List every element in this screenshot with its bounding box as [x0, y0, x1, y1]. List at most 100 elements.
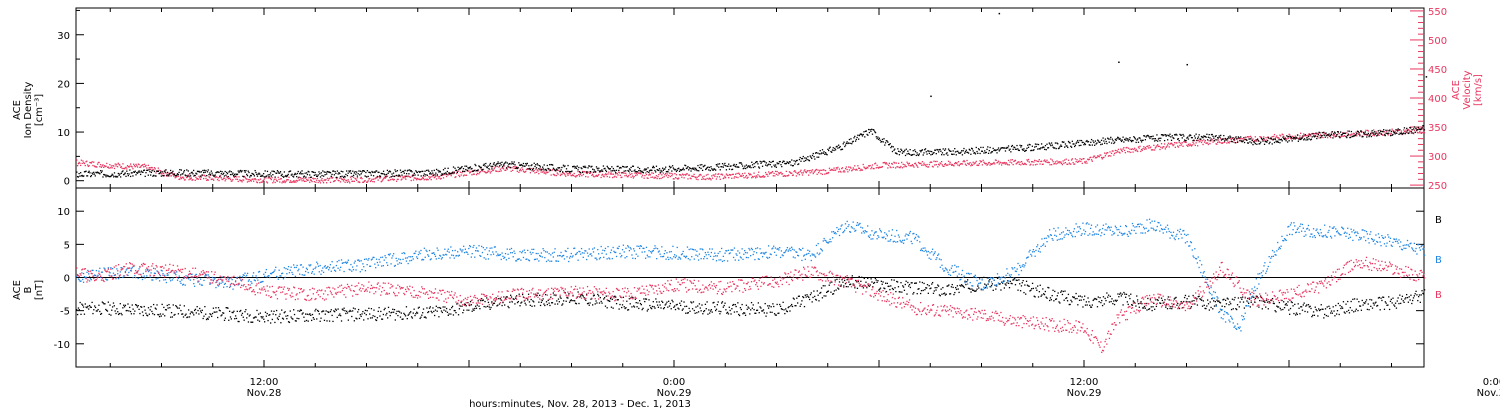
density-series-point [331, 174, 332, 175]
y-tick-label-right: 250 [1428, 181, 1447, 192]
b-series-Bx-point [1040, 296, 1041, 297]
velocity-series-point [102, 164, 103, 165]
density-series-point [1316, 138, 1317, 139]
b-series-Bx-point [836, 279, 837, 280]
density-series-point [1319, 132, 1320, 133]
density-series-point [816, 152, 817, 153]
b-series-Bx-point [847, 286, 848, 287]
density-series-point [912, 154, 913, 155]
density-series-point [933, 152, 934, 153]
density-series-point [228, 176, 229, 177]
b-series-Bx-point [880, 287, 881, 288]
velocity-series-point [430, 176, 431, 177]
velocity-series-point [115, 165, 116, 166]
density-series-point [907, 151, 908, 152]
density-series-point [1256, 144, 1257, 145]
b-series-Bx-point [1054, 291, 1055, 292]
b-series-Bx-point [241, 315, 242, 316]
b-series-Bx-point [273, 313, 274, 314]
density-series-point [604, 168, 605, 169]
velocity-series-point [1192, 144, 1193, 145]
density-series-point [454, 172, 455, 173]
density-series-point [200, 176, 201, 177]
density-series-point [581, 168, 582, 169]
velocity-series-point [836, 168, 837, 169]
density-series-point [631, 171, 632, 172]
b-series-Bx-point [448, 315, 449, 316]
velocity-series-point [1278, 138, 1279, 139]
velocity-series-point [895, 167, 896, 168]
velocity-series-point [647, 178, 648, 179]
b-series-Bx-point [255, 317, 256, 318]
velocity-series-point [209, 177, 210, 178]
density-series-point [364, 175, 365, 176]
velocity-series-point [828, 172, 829, 173]
b-series-Bx-point [733, 304, 734, 305]
density-series-point [1285, 138, 1286, 139]
b-series-Bx-point [812, 301, 813, 302]
velocity-series-point [628, 175, 629, 176]
b-series-Bx-point [885, 283, 886, 284]
velocity-series-point [205, 178, 206, 179]
density-series-point [232, 172, 233, 173]
density-series-point [883, 138, 884, 139]
density-series-point [456, 170, 457, 171]
b-series-Bx-point [364, 313, 365, 314]
density-series-point [806, 158, 807, 159]
b-series-Bx-point [825, 295, 826, 296]
density-series-point [1046, 144, 1047, 145]
b-series-Bx-point [1085, 304, 1086, 305]
velocity-series-point [388, 180, 389, 181]
b-series-Bx-point [142, 311, 143, 312]
velocity-series-point [1046, 161, 1047, 162]
velocity-series-point [803, 172, 804, 173]
velocity-series-point [371, 179, 372, 180]
b-series-Bx-point [428, 311, 429, 312]
b-series-Bx-point [710, 310, 711, 311]
density-series-point [904, 150, 905, 151]
velocity-series-point [122, 163, 123, 164]
velocity-series-point [652, 176, 653, 177]
velocity-series-point [505, 170, 506, 171]
velocity-series-point [565, 176, 566, 177]
velocity-series-point [285, 182, 286, 183]
density-series-point [169, 173, 170, 174]
b-series-Bx-point [1136, 295, 1137, 296]
density-series-point [929, 151, 930, 152]
velocity-series-point [894, 162, 895, 163]
velocity-series-point [801, 172, 802, 173]
density-series-point [1100, 144, 1101, 145]
velocity-series-point [332, 177, 333, 178]
b-series-Bx-point [189, 316, 190, 317]
b-series-Bx-point [846, 286, 847, 287]
velocity-series-point [1055, 161, 1056, 162]
b-series-Bx-point [656, 301, 657, 302]
density-series-point [820, 150, 821, 151]
velocity-series-point [1182, 146, 1183, 147]
velocity-series-point [1308, 134, 1309, 135]
velocity-series-point [1282, 134, 1283, 135]
density-series-point [833, 150, 834, 151]
velocity-series-point [1197, 145, 1198, 146]
velocity-series-point [1044, 159, 1045, 160]
b-series-Bx-point [668, 301, 669, 302]
b-series-Bx-point [854, 287, 855, 288]
velocity-series-point [1139, 147, 1140, 148]
density-series-point [377, 176, 378, 177]
b-series-Bx-point [405, 315, 406, 316]
b-series-Bx-point [670, 303, 671, 304]
b-series-Bx-point [927, 284, 928, 285]
velocity-series-point [624, 172, 625, 173]
density-series-point [1249, 141, 1250, 142]
density-series-point [552, 164, 553, 165]
density-series-point [1325, 137, 1326, 138]
velocity-series-point [852, 169, 853, 170]
b-series-Bx-point [311, 320, 312, 321]
density-series-point [1406, 128, 1407, 129]
density-series-point [1084, 143, 1085, 144]
density-series-point [1061, 146, 1062, 147]
density-series-point [452, 172, 453, 173]
density-series-point [1065, 143, 1066, 144]
b-series-Bx-point [1152, 306, 1153, 307]
